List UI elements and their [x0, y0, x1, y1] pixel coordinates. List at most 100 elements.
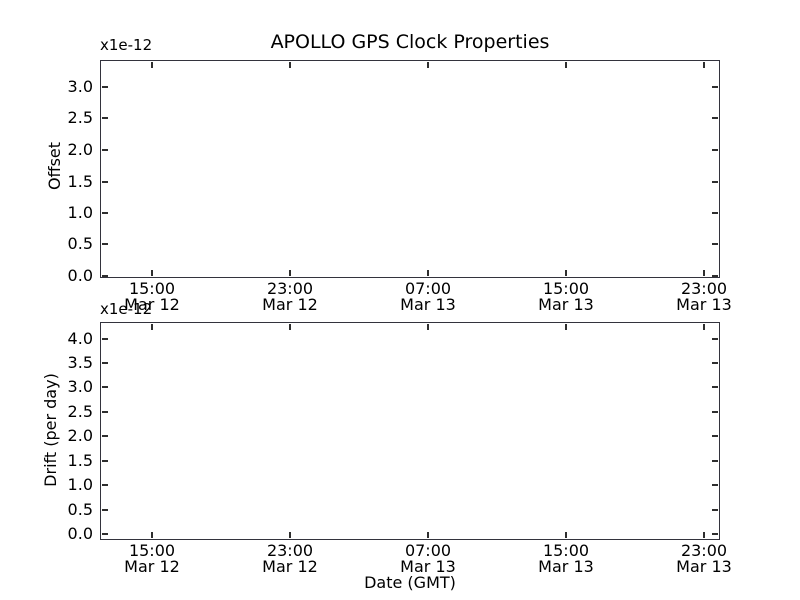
tick-mark	[102, 386, 108, 388]
tick-mark	[102, 181, 108, 183]
x-tick-label: 23:00 Mar 13	[644, 543, 764, 574]
x-tick-time: 07:00	[404, 541, 452, 560]
tick-mark	[102, 435, 108, 437]
bottom-y-scale-offset-text: x1e-12	[100, 300, 153, 318]
y-tick-label: 3.0	[67, 377, 93, 396]
tick-mark	[102, 362, 108, 364]
y-tick-label: 1.5	[67, 172, 93, 191]
tick-mark	[427, 324, 429, 330]
x-tick-time: 07:00	[404, 279, 452, 298]
x-tick-label: 23:00 Mar 13	[644, 281, 764, 312]
x-tick-date: Mar 13	[400, 294, 456, 314]
tick-mark	[712, 338, 718, 340]
x-tick-time: 23:00	[680, 279, 728, 298]
tick-mark	[712, 533, 718, 535]
x-tick-label: 15:00 Mar 13	[506, 543, 626, 574]
top-y-axis-label: Offset	[45, 141, 64, 191]
tick-mark	[102, 243, 108, 245]
x-tick-label: 15:00 Mar 12	[92, 281, 212, 312]
y-tick-label: 2.5	[67, 402, 93, 421]
chart-title: APOLLO GPS Clock Properties	[270, 31, 550, 53]
y-tick-label: 0.0	[67, 524, 93, 543]
tick-mark	[712, 411, 718, 413]
tick-mark	[712, 386, 718, 388]
x-tick-date: Mar 12	[124, 294, 180, 314]
tick-mark	[712, 435, 718, 437]
tick-mark	[102, 338, 108, 340]
top-subplot-axes	[100, 60, 720, 278]
tick-mark	[712, 149, 718, 151]
x-tick-time: 23:00	[266, 279, 314, 298]
x-tick-time: 23:00	[266, 541, 314, 560]
tick-mark	[102, 86, 108, 88]
y-tick-label: 4.0	[67, 329, 93, 348]
tick-mark	[151, 62, 153, 68]
tick-mark	[565, 324, 567, 330]
tick-mark	[102, 460, 108, 462]
tick-mark	[102, 533, 108, 535]
tick-mark	[712, 484, 718, 486]
tick-mark	[289, 270, 291, 276]
x-tick-time: 23:00	[680, 541, 728, 560]
x-tick-label: 07:00 Mar 13	[368, 543, 488, 574]
x-tick-label: 07:00 Mar 13	[368, 281, 488, 312]
tick-mark	[712, 117, 718, 119]
tick-mark	[712, 509, 718, 511]
tick-mark	[151, 324, 153, 330]
x-tick-date: Mar 13	[676, 294, 732, 314]
y-tick-label: 1.0	[67, 475, 93, 494]
tick-mark	[565, 532, 567, 538]
tick-mark	[703, 270, 705, 276]
tick-mark	[289, 324, 291, 330]
tick-mark	[427, 270, 429, 276]
x-tick-time: 15:00	[128, 541, 176, 560]
tick-mark	[102, 484, 108, 486]
y-tick-label: 1.0	[67, 203, 93, 222]
y-tick-label: 0.5	[67, 234, 93, 253]
top-y-scale-offset-text: x1e-12	[100, 36, 153, 54]
tick-mark	[427, 532, 429, 538]
tick-mark	[102, 117, 108, 119]
y-tick-label: 1.5	[67, 451, 93, 470]
tick-mark	[102, 275, 108, 277]
x-tick-date: Mar 13	[676, 556, 732, 576]
tick-mark	[712, 275, 718, 277]
tick-mark	[712, 362, 718, 364]
tick-mark	[289, 532, 291, 538]
tick-mark	[712, 460, 718, 462]
y-tick-label: 2.0	[67, 140, 93, 159]
x-tick-date: Mar 12	[124, 556, 180, 576]
y-tick-label: 3.0	[67, 77, 93, 96]
y-tick-label: 2.0	[67, 426, 93, 445]
tick-mark	[565, 270, 567, 276]
bottom-y-axis-label: Drift (per day)	[41, 373, 60, 487]
tick-mark	[712, 212, 718, 214]
tick-mark	[703, 324, 705, 330]
y-tick-label: 3.5	[67, 353, 93, 372]
x-tick-time: 15:00	[128, 279, 176, 298]
x-tick-date: Mar 12	[262, 294, 318, 314]
tick-mark	[712, 243, 718, 245]
x-axis-label: Date (GMT)	[364, 573, 456, 592]
x-tick-label: 23:00 Mar 12	[230, 281, 350, 312]
x-tick-time: 15:00	[542, 541, 590, 560]
x-tick-date: Mar 13	[400, 556, 456, 576]
x-tick-time: 15:00	[542, 279, 590, 298]
tick-mark	[151, 270, 153, 276]
y-tick-label: 0.0	[67, 266, 93, 285]
x-tick-label: 15:00 Mar 13	[506, 281, 626, 312]
tick-mark	[102, 509, 108, 511]
tick-mark	[565, 62, 567, 68]
tick-mark	[289, 62, 291, 68]
tick-mark	[102, 212, 108, 214]
bottom-subplot-axes	[100, 322, 720, 540]
x-tick-label: 23:00 Mar 12	[230, 543, 350, 574]
tick-mark	[703, 532, 705, 538]
tick-mark	[151, 532, 153, 538]
x-tick-date: Mar 13	[538, 556, 594, 576]
tick-mark	[102, 411, 108, 413]
tick-mark	[102, 149, 108, 151]
x-tick-label: 15:00 Mar 12	[92, 543, 212, 574]
x-tick-date: Mar 12	[262, 556, 318, 576]
